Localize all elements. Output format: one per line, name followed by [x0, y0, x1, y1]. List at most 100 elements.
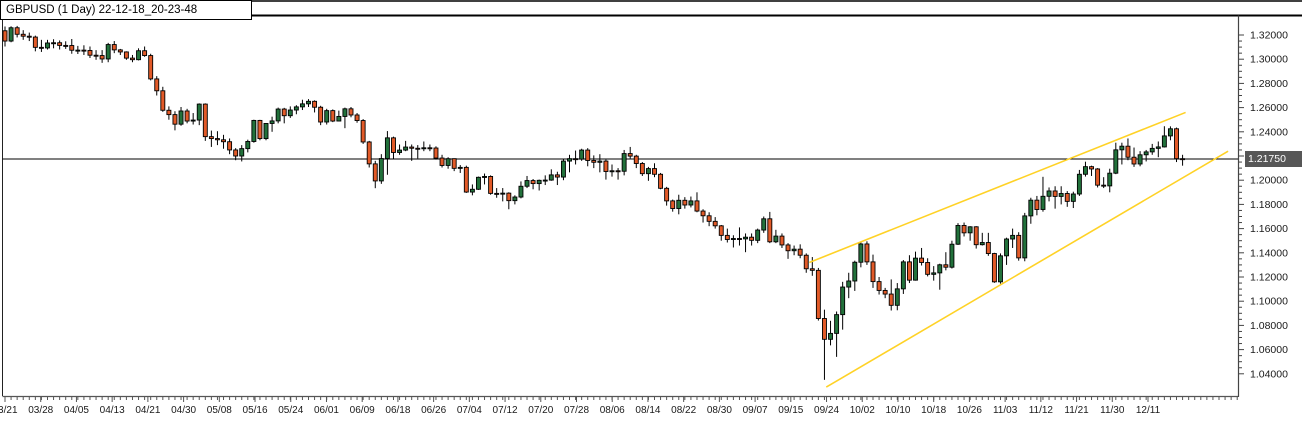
bull-candle [397, 149, 402, 153]
bear-candle [627, 153, 633, 157]
bear-candle [737, 238, 742, 240]
bear-candle [87, 50, 93, 56]
bull-candle [1028, 199, 1034, 217]
bull-candle [251, 119, 257, 142]
bear-candle [32, 36, 38, 48]
bear-candle [2, 30, 8, 42]
bear-candle [919, 257, 925, 263]
bull-candle [403, 146, 409, 151]
svg-text:08/14: 08/14 [635, 405, 660, 416]
bull-candle [791, 248, 797, 252]
bull-candle [743, 236, 748, 240]
bull-candle [621, 153, 627, 172]
bull-candle [955, 225, 961, 245]
bear-candle [20, 33, 26, 37]
chart-title: GBPUSD (1 Day) 22-12-18_20-23-48 [6, 4, 198, 16]
bear-candle [1064, 193, 1070, 202]
bull-candle [913, 257, 918, 281]
bull-candle [542, 179, 548, 182]
svg-text:1.14000: 1.14000 [1250, 247, 1288, 259]
bull-candle [45, 42, 50, 49]
bear-candle [1101, 184, 1107, 187]
channel-lower-trendline[interactable] [825, 150, 1229, 388]
x-axis: 03/21 03/28 04/05 04/13 04/21 04/30 05/08 05/16… [0, 397, 1238, 416]
bull-candle [1161, 135, 1167, 148]
bull-candle [239, 148, 245, 157]
bull-candle [190, 119, 196, 122]
bear-candle [488, 175, 494, 194]
bull-candle [567, 158, 572, 162]
svg-text:12/11: 12/11 [1136, 405, 1161, 416]
bear-candle [639, 163, 645, 175]
svg-text:10/18: 10/18 [921, 405, 946, 416]
bear-candle [166, 109, 172, 116]
bear-candle [888, 293, 894, 306]
bull-candle [1040, 195, 1046, 210]
svg-text:11/21: 11/21 [1064, 405, 1089, 416]
bull-candle [846, 280, 852, 288]
bull-candle [894, 288, 900, 306]
svg-text:11/12: 11/12 [1029, 405, 1054, 416]
bull-candle [1058, 193, 1064, 197]
bear-candle [973, 226, 979, 246]
bear-candle [451, 158, 457, 169]
bear-candle [554, 174, 560, 178]
channel-upper-trendline[interactable] [808, 111, 1186, 264]
bull-candle [476, 176, 481, 190]
svg-text:05/24: 05/24 [278, 405, 303, 416]
svg-text:04/21: 04/21 [135, 405, 160, 416]
bear-candle [142, 50, 148, 57]
bull-candle [1143, 151, 1149, 156]
bear-candle [391, 137, 396, 153]
bear-candle [366, 141, 372, 165]
bear-candle [985, 242, 991, 254]
svg-text:08/30: 08/30 [707, 405, 732, 416]
bear-candle [330, 110, 336, 122]
bull-candle [1137, 154, 1143, 165]
bull-candle [967, 226, 973, 234]
bear-candle [26, 35, 32, 38]
svg-text:09/07: 09/07 [743, 405, 768, 416]
y-axis: 1.32000 1.30000 1.28000 1.26000 1.24000 1.200… [1239, 30, 1288, 380]
bear-candle [111, 44, 117, 51]
bull-candle [384, 137, 390, 159]
bear-candle [148, 55, 154, 80]
bull-candle [105, 44, 111, 60]
bull-candle [579, 149, 585, 160]
bull-candle [730, 238, 736, 240]
bear-candle [724, 234, 730, 240]
bull-candle [196, 103, 202, 121]
svg-text:05/16: 05/16 [243, 405, 268, 416]
bear-candle [700, 210, 706, 217]
bear-candle [943, 264, 949, 268]
bear-candle [117, 49, 123, 53]
bull-candle [840, 286, 846, 316]
svg-text:10/02: 10/02 [850, 405, 875, 416]
svg-text:08/06: 08/06 [600, 405, 625, 416]
svg-text:1.18000: 1.18000 [1250, 199, 1288, 211]
bear-candle [1089, 166, 1094, 170]
bull-candle [834, 314, 840, 334]
svg-text:06/01: 06/01 [314, 405, 339, 416]
bull-candle [536, 179, 542, 185]
svg-text:04/30: 04/30 [171, 405, 196, 416]
bull-candle [998, 255, 1003, 283]
bull-candle [245, 141, 251, 150]
bear-candle [360, 120, 366, 143]
bear-candle [906, 261, 912, 281]
bull-candle [136, 50, 141, 61]
bear-candle [530, 180, 536, 185]
trendlines[interactable] [808, 111, 1229, 388]
svg-text:11/30: 11/30 [1100, 405, 1125, 416]
svg-text:03/28: 03/28 [28, 405, 53, 416]
bear-candle [712, 220, 718, 227]
svg-text:10/10: 10/10 [885, 405, 910, 416]
bear-candle [1034, 199, 1040, 210]
bull-candle [560, 160, 566, 178]
bull-candle [293, 106, 299, 111]
svg-text:09/24: 09/24 [814, 405, 839, 416]
bear-candle [415, 147, 421, 150]
bull-candle [8, 27, 14, 42]
